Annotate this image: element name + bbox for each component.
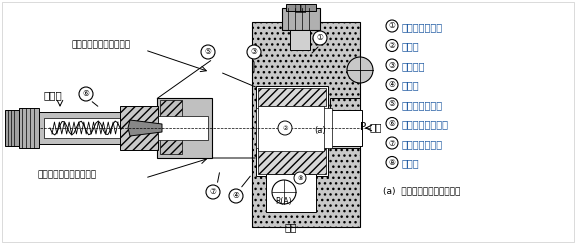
Text: (a): (a) bbox=[314, 126, 326, 135]
Bar bbox=[157, 98, 212, 158]
Text: (a)  滤网，防止节流孔阻塞，: (a) 滤网，防止节流孔阻塞， bbox=[383, 186, 460, 195]
Bar bbox=[290, 30, 310, 50]
Circle shape bbox=[201, 45, 215, 59]
Bar bbox=[252, 22, 360, 227]
Circle shape bbox=[278, 121, 292, 135]
Circle shape bbox=[386, 137, 398, 149]
Text: 节流孔: 节流孔 bbox=[402, 41, 420, 51]
Circle shape bbox=[206, 185, 220, 199]
Text: ⑧: ⑧ bbox=[297, 175, 303, 181]
Text: ⑦: ⑦ bbox=[210, 187, 217, 196]
Text: 先导阀的泄油路: 先导阀的泄油路 bbox=[402, 139, 443, 149]
Text: ②: ② bbox=[389, 41, 396, 50]
Text: P: P bbox=[360, 122, 366, 132]
Circle shape bbox=[386, 118, 398, 130]
Bar bbox=[258, 88, 326, 106]
Text: 主阀芯和主阀套: 主阀芯和主阀套 bbox=[402, 22, 443, 32]
Text: 控制腔: 控制腔 bbox=[402, 81, 420, 91]
Text: 先导阀: 先导阀 bbox=[44, 90, 63, 100]
Text: ⑤: ⑤ bbox=[389, 100, 396, 109]
Bar bbox=[160, 100, 182, 124]
Circle shape bbox=[313, 31, 327, 45]
Bar bbox=[330, 98, 360, 148]
Text: ⑤: ⑤ bbox=[204, 48, 211, 57]
Text: 主阀口: 主阀口 bbox=[402, 159, 420, 169]
Circle shape bbox=[386, 98, 398, 110]
Circle shape bbox=[79, 87, 93, 101]
Circle shape bbox=[272, 180, 296, 204]
Bar bbox=[282, 8, 320, 30]
Text: ⑥: ⑥ bbox=[82, 90, 89, 99]
Text: 主阀弹簧: 主阀弹簧 bbox=[402, 61, 426, 71]
Bar bbox=[160, 132, 182, 154]
Text: ①: ① bbox=[317, 33, 324, 42]
Text: 图示上侧所示为静止位置: 图示上侧所示为静止位置 bbox=[72, 40, 131, 49]
Circle shape bbox=[386, 156, 398, 169]
Bar bbox=[258, 106, 324, 151]
Text: 进口: 进口 bbox=[370, 122, 382, 132]
Circle shape bbox=[386, 20, 398, 32]
Text: ⑥: ⑥ bbox=[389, 119, 396, 128]
Text: ③: ③ bbox=[251, 48, 257, 57]
Bar bbox=[256, 108, 332, 148]
Bar bbox=[286, 4, 316, 11]
Polygon shape bbox=[128, 120, 162, 136]
Bar bbox=[5, 110, 19, 146]
Circle shape bbox=[386, 40, 398, 51]
Bar bbox=[120, 106, 158, 150]
Bar bbox=[328, 110, 362, 146]
Circle shape bbox=[386, 59, 398, 71]
Text: ④: ④ bbox=[233, 192, 240, 201]
Bar bbox=[266, 174, 316, 212]
Text: 先导阀的锥阀芯: 先导阀的锥阀芯 bbox=[402, 100, 443, 110]
Text: 图示下侧所示为工作位置: 图示下侧所示为工作位置 bbox=[38, 170, 97, 179]
Text: ①: ① bbox=[389, 21, 396, 30]
Text: 主阀: 主阀 bbox=[295, 2, 307, 12]
Text: 先导阀的调压弹簧: 先导阀的调压弹簧 bbox=[402, 120, 449, 130]
Bar bbox=[158, 116, 208, 140]
Text: ②: ② bbox=[282, 125, 288, 131]
Circle shape bbox=[386, 79, 398, 91]
Bar bbox=[258, 148, 326, 174]
Circle shape bbox=[229, 189, 243, 203]
Text: ③: ③ bbox=[389, 61, 396, 70]
Circle shape bbox=[294, 172, 306, 184]
Text: 出口: 出口 bbox=[285, 222, 297, 232]
Text: ⑧: ⑧ bbox=[389, 158, 396, 167]
Bar bbox=[44, 118, 199, 138]
Circle shape bbox=[347, 57, 373, 83]
Bar bbox=[256, 86, 328, 176]
Text: ⑦: ⑦ bbox=[389, 139, 396, 148]
Bar bbox=[19, 108, 39, 148]
Text: ④: ④ bbox=[389, 80, 396, 89]
Circle shape bbox=[247, 45, 261, 59]
Bar bbox=[39, 112, 204, 144]
Text: R(A): R(A) bbox=[276, 197, 292, 206]
